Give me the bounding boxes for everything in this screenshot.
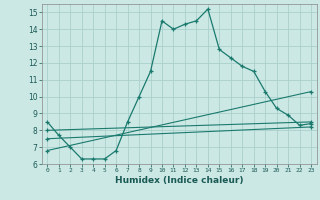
- X-axis label: Humidex (Indice chaleur): Humidex (Indice chaleur): [115, 176, 244, 185]
